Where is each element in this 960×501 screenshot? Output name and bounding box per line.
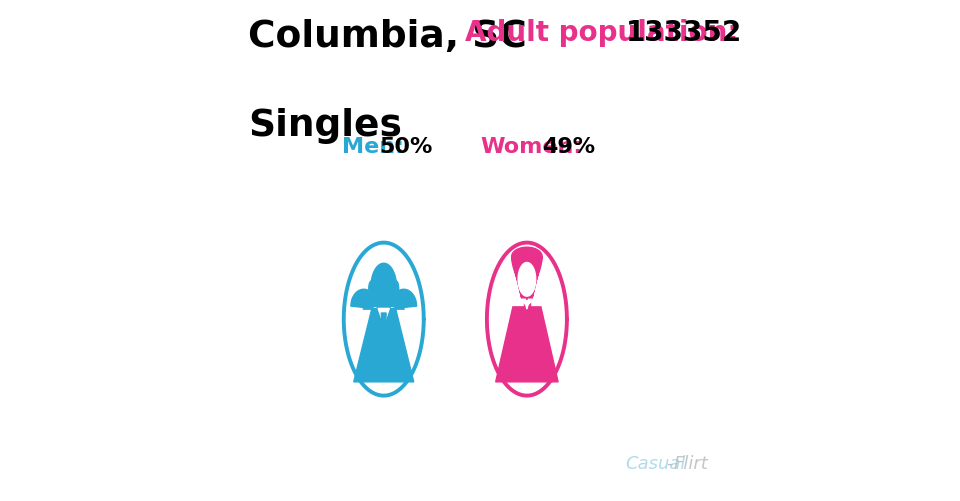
Polygon shape	[381, 313, 386, 352]
Polygon shape	[369, 281, 374, 297]
Polygon shape	[525, 301, 529, 310]
Polygon shape	[518, 263, 536, 297]
Polygon shape	[526, 300, 534, 307]
Text: Singles: Singles	[248, 108, 402, 144]
Polygon shape	[524, 301, 530, 310]
Polygon shape	[378, 309, 390, 326]
Polygon shape	[520, 300, 528, 307]
Polygon shape	[353, 310, 414, 382]
Text: Adult population:: Adult population:	[466, 19, 738, 47]
Text: Women:: Women:	[480, 137, 583, 157]
Polygon shape	[393, 281, 398, 297]
Polygon shape	[495, 307, 558, 382]
Text: Men:: Men:	[342, 137, 404, 157]
Text: 49%: 49%	[541, 137, 595, 157]
Polygon shape	[380, 311, 388, 312]
Polygon shape	[351, 290, 380, 310]
Polygon shape	[387, 290, 417, 310]
Text: -: -	[666, 454, 673, 472]
Text: Casual: Casual	[626, 454, 686, 472]
Text: Columbia, SC: Columbia, SC	[248, 19, 527, 55]
Text: 133352: 133352	[626, 19, 742, 47]
Text: 50%: 50%	[379, 137, 432, 157]
Text: Flirt: Flirt	[674, 454, 708, 472]
Polygon shape	[512, 247, 542, 301]
Polygon shape	[371, 264, 396, 311]
